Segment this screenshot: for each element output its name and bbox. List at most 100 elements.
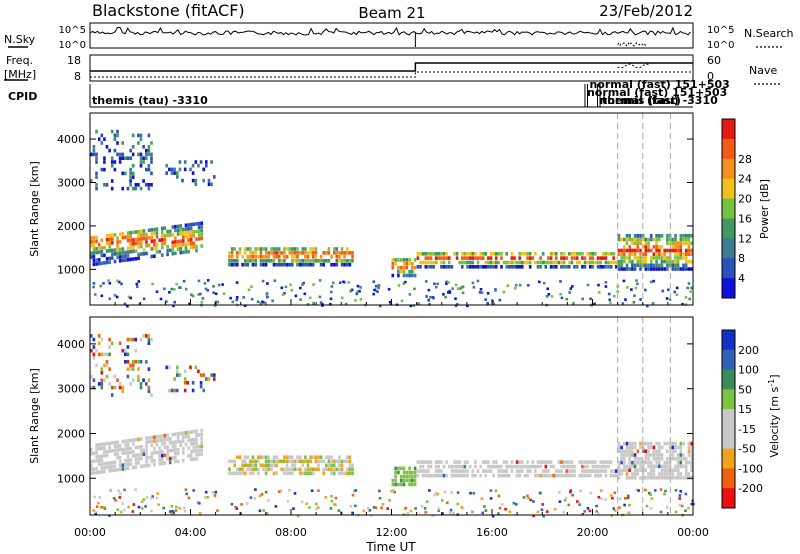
cell-1-960 (139, 385, 143, 390)
cell-1-1007 (213, 377, 216, 381)
cell-0-296 (264, 247, 268, 251)
cell-1-435 (405, 474, 409, 479)
cell-0-536 (489, 256, 493, 260)
cell-1-232 (195, 441, 198, 445)
cell-0-875 (687, 248, 691, 253)
cell-0-369 (311, 247, 315, 251)
cell-0-1050 (589, 297, 592, 301)
cell-0-529 (484, 260, 488, 265)
cell-0-679 (617, 237, 621, 242)
cell-0-348 (301, 262, 305, 267)
cell-1-1030 (183, 509, 187, 513)
cell-0-725 (636, 263, 640, 268)
cell-1-405 (346, 459, 349, 464)
cell-0-329 (288, 251, 291, 255)
cell-1-808 (663, 468, 666, 472)
cell-1-350 (304, 455, 307, 459)
cell-1-400 (340, 459, 344, 464)
cell-0-906 (103, 156, 106, 160)
cell-0-1232 (123, 302, 127, 306)
cell-1-614 (565, 469, 568, 473)
cell-0-317 (280, 262, 284, 267)
cell-0-30 (103, 253, 106, 258)
cell-1-878 (687, 441, 691, 446)
cell-0-676 (617, 259, 621, 264)
cell-1-368 (317, 455, 320, 459)
cell-0-1233 (428, 303, 431, 306)
cell-0-642 (588, 256, 592, 260)
cell-0-643 (588, 252, 592, 256)
cell-0-843 (676, 256, 680, 260)
cell-1-1268 (648, 491, 651, 495)
cell-1-244 (200, 436, 203, 441)
cell-0-1253 (397, 284, 401, 287)
cell-1-79 (124, 459, 127, 463)
cell-0-205 (187, 249, 190, 254)
cell-0-683 (620, 259, 623, 264)
cell-1-136 (150, 451, 154, 455)
cell-1-1035 (424, 511, 427, 514)
cell-0-1234 (413, 287, 416, 291)
cell-0-650 (596, 265, 600, 269)
cell-0-943 (129, 156, 132, 160)
cell-0-350 (301, 251, 305, 255)
cell-0-574 (526, 260, 529, 265)
cell-0-337 (293, 255, 297, 259)
cell-1-869 (684, 464, 688, 469)
cell-0-201 (184, 234, 188, 239)
cell-1-1140 (581, 513, 585, 516)
cell-1-90 (126, 442, 130, 447)
cell-0-285 (259, 255, 263, 259)
cell-1-112 (137, 437, 140, 442)
cell-1-87 (126, 454, 130, 459)
cell-1-156 (158, 434, 161, 439)
cell-0-946 (131, 175, 135, 179)
cell-1-949 (131, 367, 135, 371)
cell-0-398 (338, 251, 341, 255)
cell-0-126 (147, 236, 151, 240)
cell-0-563 (515, 265, 519, 269)
cell-0-50 (111, 233, 114, 237)
cell-0-225 (195, 244, 198, 249)
cell-1-955 (134, 337, 138, 342)
cell-1-451 (416, 473, 420, 478)
cell-0-493 (453, 252, 456, 256)
cell-1-21 (97, 446, 101, 451)
cell-1-894 (92, 356, 96, 360)
cell-1-793 (658, 460, 661, 465)
cell-0-1188 (113, 294, 117, 297)
cell-1-29 (100, 442, 104, 447)
cell-0-516 (474, 265, 477, 269)
cell-0-411 (348, 262, 352, 267)
cell-0-865 (684, 259, 688, 264)
cell-0-917 (113, 167, 117, 172)
cell-1-635 (583, 469, 587, 473)
cell-0-57 (116, 247, 119, 252)
cell-1-247 (228, 471, 231, 476)
cell-0-318 (280, 259, 284, 263)
power-swatch-8 (722, 278, 735, 299)
cell-1-293 (264, 471, 268, 476)
cell-1-963 (139, 337, 143, 342)
ytick-label-1-3: 4000 (57, 338, 85, 351)
cell-1-458 (421, 469, 425, 473)
cell-0-328 (288, 262, 291, 267)
cell-1-330 (291, 467, 294, 472)
cell-1-392 (338, 471, 341, 476)
cell-1-943 (126, 337, 130, 342)
cell-1-582 (536, 460, 540, 464)
cell-0-534 (489, 265, 493, 269)
cell-0-1203 (633, 294, 636, 297)
cell-0-824 (671, 263, 675, 268)
cell-1-14 (95, 451, 98, 455)
cell-1-1024 (381, 503, 385, 506)
cell-0-478 (440, 265, 443, 269)
cell-1-15 (95, 447, 98, 451)
cell-1-84 (126, 466, 130, 470)
cell-0-754 (644, 248, 648, 253)
cell-1-102 (134, 465, 138, 469)
cell-1-511 (466, 469, 469, 473)
cell-0-944 (129, 148, 132, 153)
cell-0-1276 (178, 286, 181, 289)
cell-1-768 (649, 472, 653, 476)
